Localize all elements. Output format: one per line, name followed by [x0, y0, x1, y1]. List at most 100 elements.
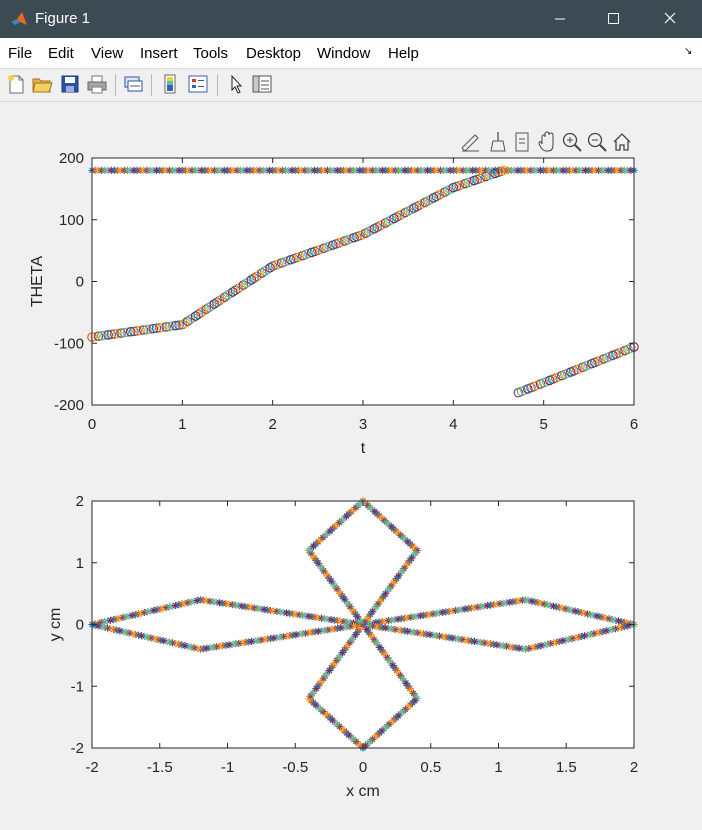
x-tick-label: -1: [221, 759, 234, 776]
menu-tools[interactable]: Tools: [193, 45, 229, 62]
data-point: [116, 328, 126, 338]
y-tick-label: 0: [76, 617, 84, 634]
y-axis-label: y cm: [47, 608, 64, 642]
x-tick-label: -1.5: [147, 759, 173, 776]
y-tick-label: -1: [71, 678, 84, 695]
data-point: [193, 596, 201, 605]
data-point: [546, 601, 554, 610]
data-series-group: [88, 497, 638, 752]
x-tick-label: 0: [88, 416, 96, 433]
minimize-button[interactable]: [534, 0, 586, 38]
close-icon: [664, 12, 676, 24]
x-tick-label: 5: [539, 416, 547, 433]
data-point: [193, 309, 204, 320]
data-point: [217, 294, 227, 304]
menu-help[interactable]: Help: [388, 45, 419, 62]
close-button[interactable]: [644, 0, 696, 38]
colorbar-icon[interactable]: [159, 73, 181, 95]
menu-desktop[interactable]: Desktop: [246, 45, 302, 62]
edit-plot-icon[interactable]: [225, 73, 247, 95]
theta-vs-t-axes[interactable]: 0 1 2 3 4 5 6 -200 -100 0 100 200 t THETA: [29, 150, 639, 457]
data-point: [236, 282, 246, 292]
data-point: [93, 331, 104, 341]
data-point: [225, 288, 235, 299]
toolbar-separator: [115, 74, 116, 96]
data-point: [161, 322, 171, 332]
x-axis-label: x cm: [346, 783, 380, 800]
menu-view[interactable]: View: [91, 45, 124, 62]
data-point: [177, 319, 188, 330]
data-point: [103, 330, 113, 340]
data-point: [241, 278, 251, 289]
data-point: [265, 263, 275, 273]
pan-icon[interactable]: [536, 130, 558, 154]
y-tick-label: 2: [76, 493, 84, 510]
data-point: [228, 287, 238, 297]
data-point: [246, 275, 257, 285]
matlab-logo-icon: [11, 12, 27, 25]
data-point: [187, 598, 195, 606]
data-point: [196, 307, 206, 318]
menu-insert[interactable]: Insert: [140, 45, 178, 62]
data-point: [198, 306, 209, 316]
minimize-icon: [555, 18, 565, 20]
print-icon[interactable]: [86, 73, 108, 95]
data-point: [233, 283, 243, 294]
data-point: [174, 320, 184, 330]
data-point: [137, 609, 146, 617]
data-point: [249, 273, 259, 283]
data-point: [167, 321, 178, 331]
data-point: [611, 616, 620, 624]
data-point: [142, 324, 152, 335]
menu-file[interactable]: File: [8, 45, 33, 62]
legend-icon[interactable]: [187, 73, 209, 95]
y-vs-x-axes[interactable]: -2 -1.5 -1 -0.5 0 0.5 1 1.5 2 -2 -1 0 1 2 x cm y cm: [47, 493, 638, 800]
data-point: [222, 290, 233, 301]
data-point: [185, 314, 196, 325]
menu-bar: File Edit View Insert Tools Desktop Wind…: [0, 38, 702, 69]
data-point: [206, 300, 217, 311]
maximize-button[interactable]: [588, 0, 640, 38]
zoom-out-icon[interactable]: [586, 130, 608, 154]
open-file-icon[interactable]: [31, 73, 53, 95]
data-point: [238, 280, 249, 290]
y-tick-label: 0: [76, 274, 84, 291]
data-point: [132, 326, 142, 336]
new-figure-icon[interactable]: [5, 73, 27, 95]
home-icon[interactable]: [611, 130, 633, 154]
y-tick-label: 200: [59, 150, 84, 167]
data-point: [145, 324, 155, 334]
data-point: [230, 285, 241, 295]
maximize-icon: [608, 13, 619, 24]
data-point: [109, 329, 120, 339]
brush-icon[interactable]: [486, 130, 508, 154]
toolbar-separator: [217, 74, 218, 96]
link-plot-icon[interactable]: [122, 73, 144, 95]
data-point: [209, 299, 219, 309]
data-tips-icon[interactable]: [459, 130, 481, 154]
data-point: [499, 165, 509, 176]
data-point: [190, 311, 201, 321]
dock-arrow-icon[interactable]: ↘: [684, 46, 693, 57]
y-tick-label: 1: [76, 555, 84, 572]
y-tick-label: -200: [54, 397, 84, 414]
x-tick-label: 6: [630, 416, 638, 433]
data-point: [135, 325, 146, 336]
data-point: [155, 323, 165, 333]
menu-edit[interactable]: Edit: [48, 45, 74, 62]
data-point: [204, 302, 214, 313]
data-point: [257, 268, 267, 278]
zoom-in-icon[interactable]: [561, 130, 583, 154]
data-point: [180, 318, 190, 328]
data-point: [90, 331, 100, 342]
figure-canvas: 0 1 2 3 4 5 6 -200 -100 0 100 200 t THETA -2 -1.5 -1 -0.…: [0, 102, 702, 830]
property-inspector-icon[interactable]: [251, 73, 273, 95]
data-point: [119, 327, 130, 338]
y-tick-label: -2: [71, 740, 84, 757]
save-icon[interactable]: [59, 73, 81, 95]
title-bar[interactable]: Figure 1: [0, 0, 702, 38]
x-tick-label: 4: [449, 416, 457, 433]
menu-window[interactable]: Window: [317, 45, 371, 62]
link-data-icon[interactable]: [511, 130, 533, 154]
data-point: [171, 320, 181, 331]
